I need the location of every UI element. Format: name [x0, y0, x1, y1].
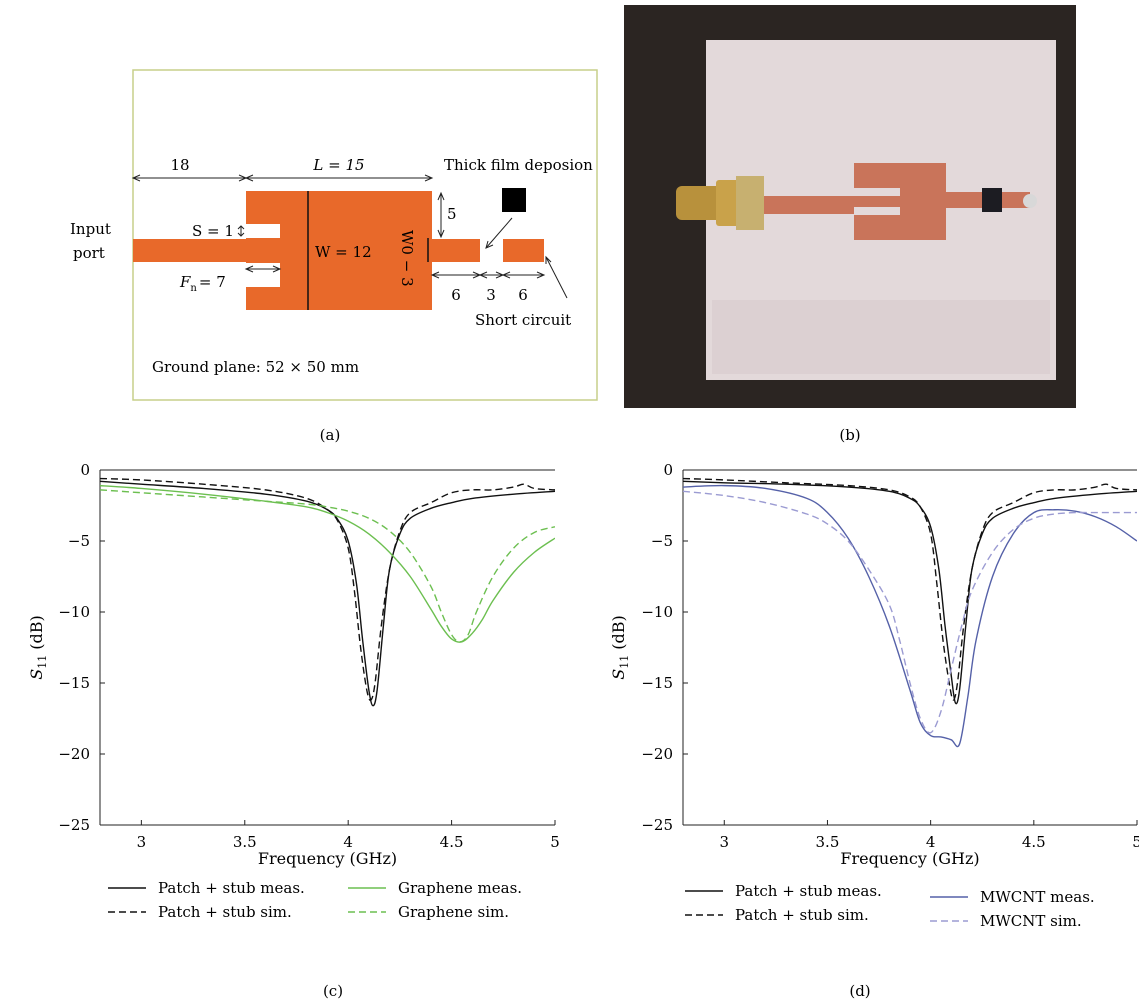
- x-axis-label: Frequency (GHz): [258, 849, 397, 868]
- y-tick-label: −5: [68, 532, 90, 550]
- photo-film: [982, 188, 1002, 212]
- legend-label: Patch + stub sim.: [735, 906, 869, 924]
- legend-label: MWCNT meas.: [980, 888, 1095, 906]
- y-tick-label: −5: [651, 532, 673, 550]
- photo-patch: [854, 163, 946, 240]
- photo-short: [1023, 194, 1037, 208]
- chart-d: 0 −5 −10 −15 −20 −25 3 3.5 4 4.5 5 Frequency (GHz) S…: [609, 461, 1139, 930]
- dim-S-label: S = 1: [192, 222, 234, 240]
- legend-label: Patch + stub meas.: [158, 879, 305, 897]
- series-line-patch-stub-meas: [683, 480, 1137, 705]
- dim-W0-label: W0 − 3: [398, 230, 416, 287]
- y-axis-label: S11 (dB): [609, 615, 631, 680]
- short-circuit-label: Short circuit: [475, 311, 571, 329]
- y-axis-label-symbol: S: [27, 669, 46, 680]
- x-tick-label: 4.5: [1022, 833, 1046, 851]
- series-line-mwcnt-meas: [683, 484, 1137, 748]
- x-tick-label: 4.5: [440, 833, 464, 851]
- legend-label: Patch + stub meas.: [735, 882, 882, 900]
- feed-line: [133, 239, 246, 262]
- dimension-lines: [131, 174, 568, 299]
- caption-c: (c): [323, 982, 343, 1000]
- stub-segment-1: [432, 239, 480, 262]
- dim-Fn-symbol: F: [179, 273, 191, 291]
- y-axis-label: S11 (dB): [27, 615, 49, 680]
- dim-Fn-label: Fn = 7: [179, 273, 226, 294]
- dim-W-label: W = 12: [315, 243, 372, 261]
- series-line-graphene-sim: [100, 489, 555, 643]
- y-tick-label: −15: [641, 674, 673, 692]
- photo-connector-body: [676, 186, 722, 220]
- x-tick-label: 3.5: [816, 833, 840, 851]
- y-tick-label: 0: [663, 461, 673, 479]
- dim-L-label: L = 15: [312, 156, 364, 174]
- photo-substrate-shade: [712, 300, 1050, 374]
- caption-a: (a): [320, 426, 341, 444]
- x-tick-label: 3.5: [233, 833, 257, 851]
- y-tick-label: −15: [58, 674, 90, 692]
- y-tick-label: −25: [58, 816, 90, 834]
- y-axis-label-sub: 11: [36, 655, 49, 669]
- chart-c: 0 −5 −10 −15 −20 −25 3 3.5 4 4.5 5 Frequency (GHz) S…: [27, 461, 560, 921]
- caption-d: (d): [849, 982, 870, 1000]
- x-tick-label: 4: [343, 833, 353, 851]
- thick-film-block: [502, 188, 526, 212]
- photo-feed-line: [764, 196, 854, 214]
- dim-Fn-value: = 7: [199, 273, 226, 291]
- dim-Fn-sub: n: [190, 283, 197, 294]
- y-axis-label-sub: 11: [618, 655, 631, 669]
- dim-3-label: 3: [486, 286, 496, 304]
- photo-connector-flange: [736, 176, 764, 230]
- patch-body: [246, 191, 432, 310]
- x-tick-label: 3: [719, 833, 729, 851]
- legend-label: MWCNT sim.: [980, 912, 1082, 930]
- stub-segment-2: [503, 239, 544, 262]
- y-tick-label: −10: [58, 603, 90, 621]
- y-tick-label: −25: [641, 816, 673, 834]
- series-line-patch-stub-meas: [100, 480, 555, 707]
- y-tick-label: −20: [58, 745, 90, 763]
- dim-18-label: 18: [170, 156, 189, 174]
- x-axis-label: Frequency (GHz): [840, 849, 979, 868]
- y-tick-label: −10: [641, 603, 673, 621]
- legend-label: Graphene meas.: [398, 879, 522, 897]
- input-port-label-2: port: [73, 244, 105, 262]
- x-tick-label: 3: [137, 833, 147, 851]
- dim-5-label: 5: [447, 205, 457, 223]
- series-line-mwcnt-sim: [683, 490, 1137, 734]
- ground-plane-label: Ground plane: 52 × 50 mm: [152, 358, 359, 376]
- thick-film-label: Thick film deposion: [444, 156, 593, 174]
- x-tick-label: 4: [926, 833, 936, 851]
- series-line-patch-stub-sim: [683, 477, 1137, 701]
- x-tick-label: 5: [1132, 833, 1139, 851]
- legend-label: Graphene sim.: [398, 903, 509, 921]
- antenna-photo: [624, 5, 1076, 408]
- x-tick-label: 5: [550, 833, 560, 851]
- dim-6b-label: 6: [518, 286, 528, 304]
- y-tick-label: −20: [641, 745, 673, 763]
- input-port-label-1: Input: [70, 220, 111, 238]
- y-axis-label-unit: (dB): [27, 615, 46, 655]
- y-axis-label-unit: (dB): [609, 615, 628, 655]
- y-axis-label-symbol: S: [609, 669, 628, 680]
- antenna-diagram: 18 L = 15 Thick film deposion 5 Input po…: [70, 69, 598, 401]
- y-tick-label: 0: [80, 461, 90, 479]
- caption-b: (b): [839, 426, 860, 444]
- legend-label: Patch + stub sim.: [158, 903, 292, 921]
- dim-6a-label: 6: [451, 286, 461, 304]
